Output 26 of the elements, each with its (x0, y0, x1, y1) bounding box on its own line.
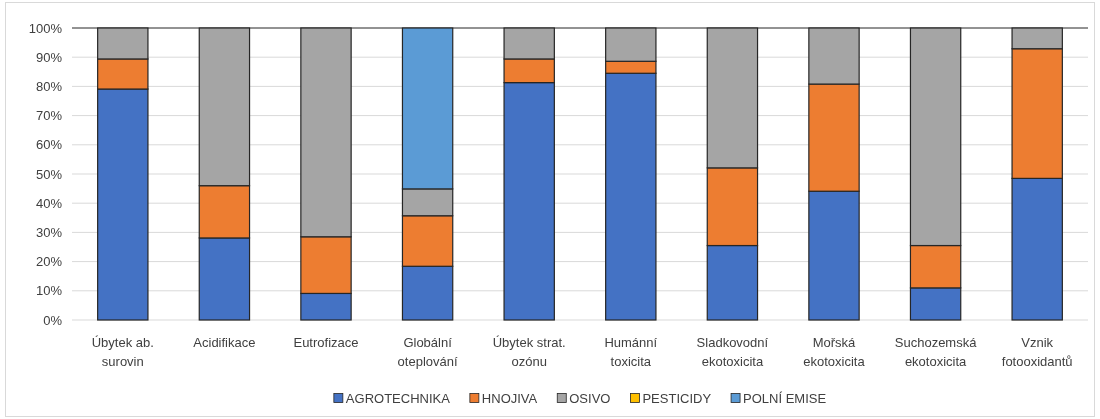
y-tick-label: 70% (35, 108, 63, 124)
x-tick-label: Humánní toxicita (604, 335, 658, 369)
legend-label: OSIVO (569, 390, 611, 406)
legend-label: HNOJIVA (481, 390, 538, 406)
x-tick-label: Globální oteplování (397, 335, 458, 369)
y-tick-label: 0% (43, 312, 63, 328)
y-tick-label: 50% (35, 166, 63, 182)
y-tick-label: 20% (35, 254, 63, 270)
x-tick-label: Acidifikace (193, 335, 256, 350)
legend-label: POLNÍ EMISE (743, 390, 827, 406)
x-tick-label: Sladkovodní ekotoxicita (696, 335, 769, 369)
y-tick-label: 90% (35, 49, 63, 65)
y-tick-label: 80% (35, 79, 63, 95)
legend-label: AGROTECHNIKA (345, 390, 451, 406)
x-tick-label: Úbytek ab. surovin (91, 335, 154, 369)
legend-label: PESTICIDY (642, 390, 712, 406)
y-tick-label: 100% (28, 20, 63, 36)
x-tick-label: Suchozemská ekotoxicita (894, 335, 978, 369)
y-tick-label: 30% (35, 225, 63, 241)
x-tick-label: Mořská ekotoxicita (803, 335, 866, 369)
y-tick-label: 60% (35, 137, 63, 153)
y-tick-label: 40% (35, 195, 63, 211)
x-tick-label: Vznik fotooxidantů (1001, 335, 1073, 369)
x-tick-label: Úbytek strat. ozónu (492, 335, 566, 369)
y-tick-label: 10% (35, 283, 63, 299)
x-tick-label: Eutrofizace (293, 335, 359, 350)
